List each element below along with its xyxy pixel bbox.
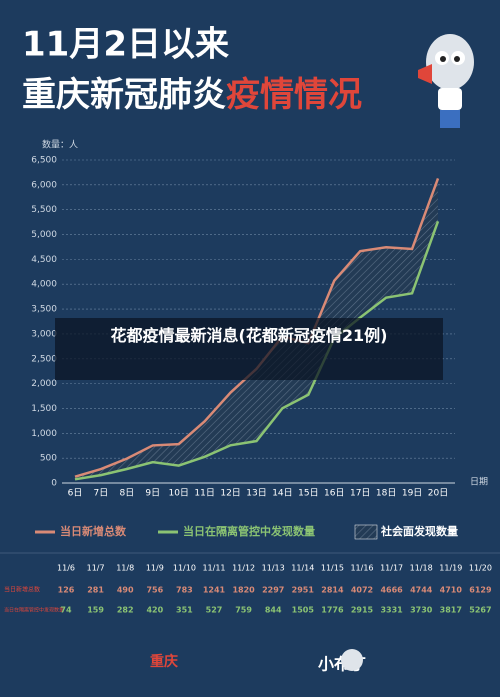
table-cell: 490 bbox=[117, 586, 134, 595]
x-label: 日期 bbox=[470, 477, 488, 488]
table-header: 11/15 bbox=[321, 564, 344, 573]
table-header: 11/10 bbox=[173, 564, 196, 573]
x-tick-label: 6日 bbox=[68, 488, 83, 499]
table-row-label: 当日新增总数 bbox=[4, 586, 40, 594]
y-tick-label: 5,000 bbox=[31, 230, 57, 240]
table-header: 11/9 bbox=[146, 564, 164, 573]
y-tick-label: 4,500 bbox=[31, 255, 57, 265]
table-cell: 3817 bbox=[440, 606, 462, 615]
table-cell: 1820 bbox=[232, 586, 255, 595]
y-tick-label: 3,000 bbox=[31, 329, 57, 339]
table-cell: 527 bbox=[206, 606, 223, 615]
table-cell: 6129 bbox=[469, 586, 492, 595]
mascot bbox=[418, 34, 474, 128]
table-cell: 4744 bbox=[410, 586, 433, 595]
title-line1: 11月2日以来 bbox=[22, 25, 229, 65]
table-cell: 2297 bbox=[262, 586, 284, 595]
table-header: 11/8 bbox=[116, 564, 134, 573]
table-cell: 2814 bbox=[321, 586, 344, 595]
table-cell: 3730 bbox=[410, 606, 433, 615]
y-tick-label: 2,000 bbox=[31, 379, 57, 389]
x-tick-label: 12日 bbox=[220, 488, 240, 499]
x-tick-label: 15日 bbox=[298, 488, 318, 499]
table-header: 11/11 bbox=[202, 564, 225, 573]
table-cell: 1241 bbox=[203, 586, 226, 595]
legend: 当日新增总数 当日在隔离管控中发现数量 社会面发现数量 bbox=[35, 524, 458, 540]
table-cell: 3331 bbox=[380, 606, 403, 615]
table-cell: 4666 bbox=[380, 586, 403, 595]
x-tick-label: 20日 bbox=[428, 488, 448, 499]
table-cell: 1505 bbox=[292, 606, 315, 615]
table-cell: 1776 bbox=[321, 606, 344, 615]
table-cell: 281 bbox=[87, 586, 104, 595]
y-tick-label: 2,500 bbox=[31, 354, 57, 364]
overlay-banner: 花都疫情最新消息(花都新冠疫情21例) bbox=[55, 318, 443, 380]
table-cell: 2951 bbox=[292, 586, 315, 595]
x-tick-label: 18日 bbox=[376, 488, 396, 499]
table-cell: 759 bbox=[235, 606, 252, 615]
x-tick-label: 19日 bbox=[402, 488, 422, 499]
y-tick-label: 4,000 bbox=[31, 280, 57, 290]
series-line bbox=[74, 220, 440, 481]
y-tick-label: 5,500 bbox=[31, 205, 57, 215]
table-header: 11/19 bbox=[439, 564, 462, 573]
table-header: 11/17 bbox=[380, 564, 403, 573]
table-row-label: 当日在隔离管控中发现数量 bbox=[4, 607, 64, 614]
x-tick-label: 14日 bbox=[272, 488, 292, 499]
logo-icon bbox=[341, 649, 363, 671]
table-cell: 420 bbox=[146, 606, 163, 615]
table-cell: 159 bbox=[87, 606, 104, 615]
y-tick-label: 500 bbox=[40, 454, 57, 464]
title-line2: 重庆新冠肺炎疫情情况 bbox=[22, 75, 362, 115]
x-tick-label: 13日 bbox=[246, 488, 266, 499]
x-tick-label: 9日 bbox=[145, 488, 160, 499]
social-area bbox=[75, 178, 438, 480]
x-tick-label: 7日 bbox=[94, 488, 109, 499]
table-cell: 5267 bbox=[469, 606, 491, 615]
table-header: 11/13 bbox=[262, 564, 285, 573]
table-header: 11/7 bbox=[87, 564, 105, 573]
x-tick-label: 17日 bbox=[350, 488, 370, 499]
legend-label: 社会面发现数量 bbox=[380, 524, 458, 538]
y-tick-label: 3,500 bbox=[31, 305, 57, 315]
legend-label: 当日新增总数 bbox=[60, 524, 127, 538]
table-header: 11/18 bbox=[410, 564, 433, 573]
table-cell: 2915 bbox=[351, 606, 374, 615]
table-cell: 4710 bbox=[440, 586, 463, 595]
y-tick-label: 0 bbox=[51, 479, 57, 489]
title-highlight: 疫情情况 bbox=[226, 75, 362, 115]
logo: 重庆 bbox=[150, 653, 178, 670]
table-cell: 74 bbox=[60, 606, 72, 615]
table-header: 11/12 bbox=[232, 564, 255, 573]
legend-swatch bbox=[354, 524, 378, 540]
y-tick-label: 1,000 bbox=[31, 429, 57, 439]
table-cell: 783 bbox=[176, 586, 193, 595]
table-cell: 282 bbox=[117, 606, 134, 615]
x-tick-label: 8日 bbox=[119, 488, 134, 499]
table-cell: 126 bbox=[58, 586, 75, 595]
table-cell: 351 bbox=[176, 606, 193, 615]
table-header: 11/14 bbox=[291, 564, 314, 573]
table-header: 11/20 bbox=[469, 564, 492, 573]
title-part: 重庆新冠肺炎 bbox=[22, 75, 226, 115]
y-tick-label: 6,000 bbox=[31, 180, 57, 190]
x-tick-label: 16日 bbox=[324, 488, 344, 499]
x-tick-label: 10日 bbox=[168, 488, 188, 499]
y-tick-label: 1,500 bbox=[31, 404, 57, 414]
table-cell: 844 bbox=[265, 606, 282, 615]
y-tick-label: 6,500 bbox=[31, 156, 57, 166]
table-header: 11/6 bbox=[57, 564, 75, 573]
table-header: 11/16 bbox=[350, 564, 373, 573]
table-cell: 4072 bbox=[351, 586, 373, 595]
table-cell: 756 bbox=[146, 586, 163, 595]
legend-label: 当日在隔离管控中发现数量 bbox=[183, 524, 315, 538]
x-tick-label: 11日 bbox=[194, 488, 214, 499]
y-label: 数量：人 bbox=[42, 139, 78, 151]
